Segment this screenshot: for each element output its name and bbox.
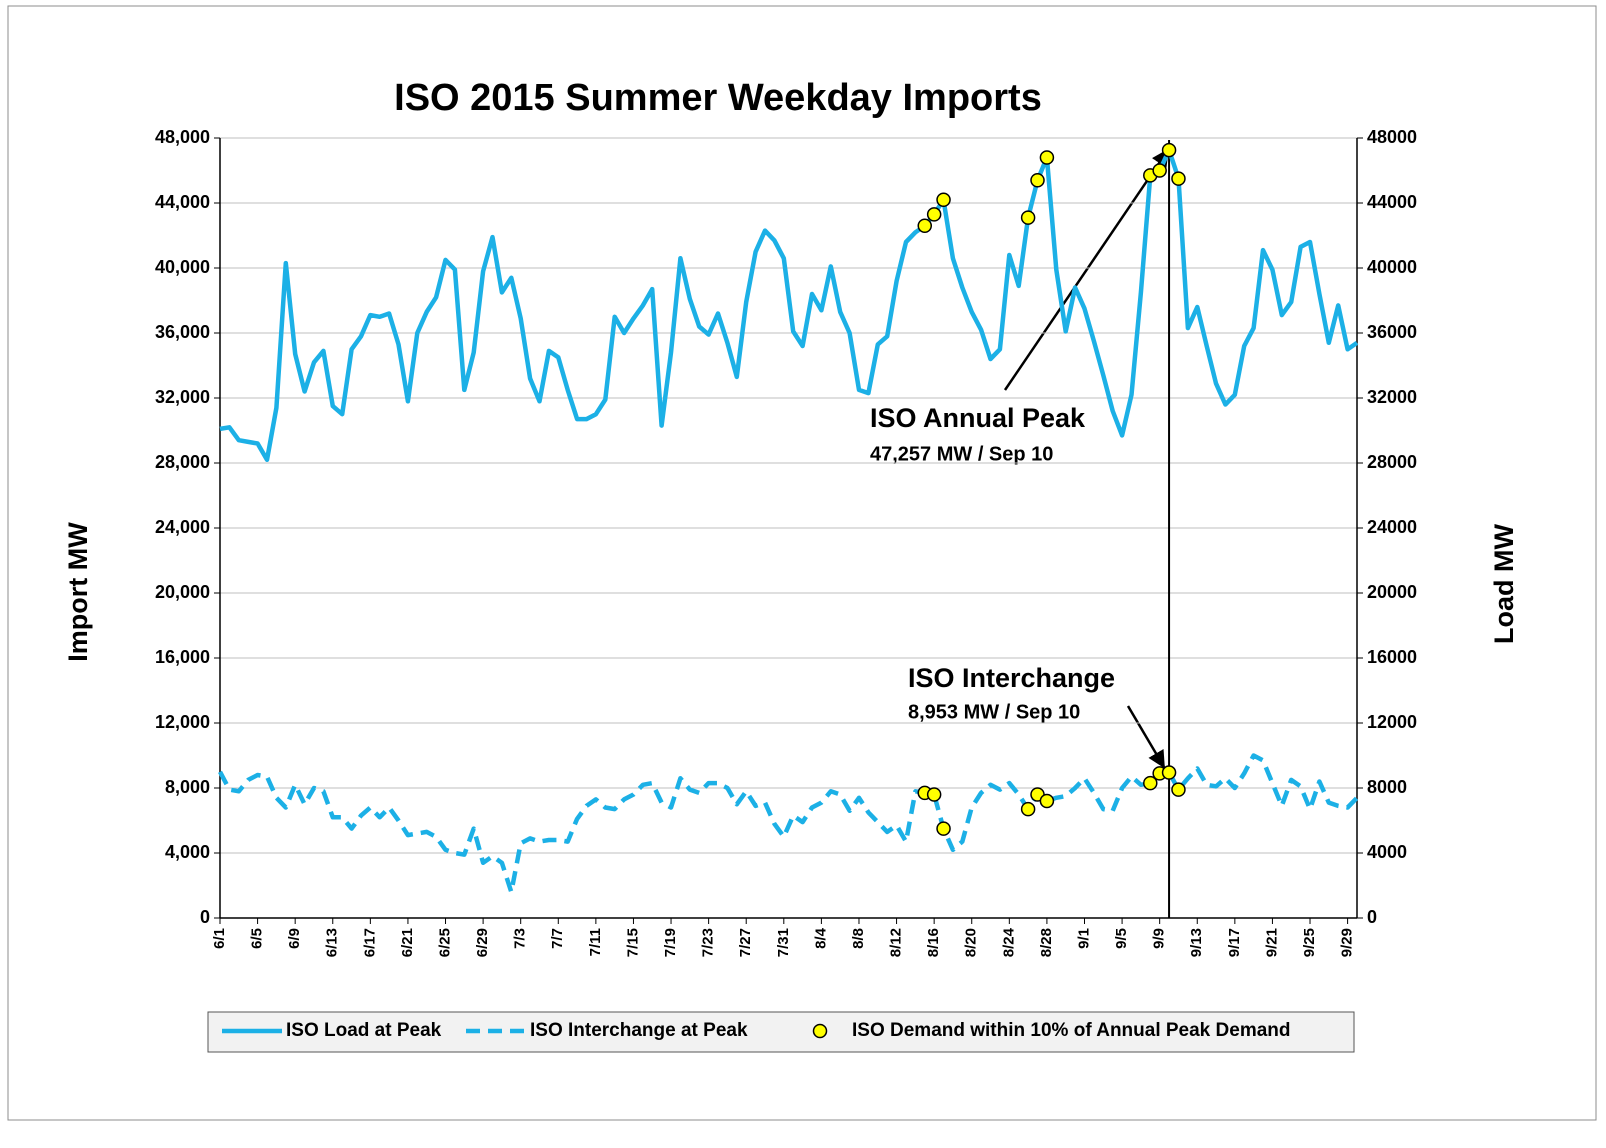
x-tick-label: 7/7 [549, 928, 566, 949]
x-tick-label: 8/12 [888, 928, 905, 957]
x-tick-label: 7/19 [662, 928, 679, 957]
marker [936, 821, 951, 836]
x-tick-label: 7/27 [737, 928, 754, 957]
marker [1020, 210, 1036, 225]
x-tick-label: 7/31 [775, 928, 792, 957]
legend-label: ISO Demand within 10% of Annual Peak Dem… [852, 1020, 1291, 1041]
legend-box [207, 1011, 1355, 1053]
y-tick-label: 36,000 [155, 322, 210, 342]
y2-tick-label: 40000 [1367, 257, 1417, 277]
series-line [218, 753, 1359, 895]
y-tick-label: 16,000 [155, 647, 210, 667]
marker [926, 207, 942, 222]
y-axis-title: Import MW [63, 522, 93, 662]
chart-title: ISO 2015 Summer Weekday Imports [394, 77, 1042, 119]
marker [1039, 793, 1055, 809]
x-tick-label: 9/29 [1339, 928, 1356, 957]
y-tick-label: 24,000 [155, 517, 210, 537]
x-tick-label: 6/5 [249, 928, 266, 949]
annotation: 8,953 MW / Sep 10 [908, 701, 1080, 723]
y-tick-label: 32,000 [155, 387, 210, 407]
y-tick-label: 28,000 [155, 452, 210, 472]
frame [7, 5, 1597, 1121]
annotation: 47,257 MW / Sep 10 [870, 443, 1053, 465]
y2-tick-label: 28000 [1367, 452, 1417, 472]
y2-tick-label: 16000 [1367, 647, 1417, 667]
x-tick-label: 6/21 [399, 928, 416, 957]
x-tick-label: 7/23 [700, 928, 717, 957]
x-tick-label: 9/13 [1188, 928, 1205, 957]
x-tick-label: 6/1 [211, 928, 228, 949]
y2-tick-label: 36000 [1367, 322, 1417, 342]
x-tick-label: 8/16 [925, 928, 942, 957]
y2-axis-title: Load MW [1489, 524, 1519, 644]
y2-tick-label: 48000 [1367, 127, 1417, 147]
x-tick-label: 6/17 [361, 928, 378, 957]
x-tick-label: 6/9 [286, 928, 303, 949]
x-tick-label: 9/17 [1226, 928, 1243, 957]
y-tick-label: 40,000 [155, 257, 210, 277]
x-tick-label: 8/24 [1000, 927, 1017, 957]
x-tick-label: 8/28 [1038, 928, 1055, 957]
x-tick-label: 8/8 [850, 928, 867, 949]
marker [1171, 782, 1186, 797]
marker [1161, 142, 1177, 158]
x-tick-label: 9/9 [1151, 928, 1168, 949]
y-tick-label: 12,000 [155, 712, 210, 732]
x-tick-label: 6/29 [474, 928, 491, 957]
y-tick-label: 48,000 [155, 127, 210, 147]
legend-label: ISO Load at Peak [286, 1020, 442, 1041]
legend-label: ISO Interchange at Peak [530, 1020, 748, 1041]
x-tick-label: 9/5 [1113, 928, 1130, 949]
y2-tick-label: 0 [1367, 907, 1377, 927]
x-tick-label: 8/20 [963, 928, 980, 957]
marker [1161, 765, 1177, 780]
y-tick-label: 4,000 [165, 842, 210, 862]
x-tick-label: 9/1 [1075, 928, 1092, 949]
marker [1171, 171, 1186, 186]
y2-tick-label: 32000 [1367, 387, 1417, 407]
marker [1143, 775, 1158, 791]
annotation-arrow [1126, 705, 1166, 769]
y-tick-label: 20,000 [155, 582, 210, 602]
x-tick-label: 6/13 [324, 928, 341, 957]
x-tick-label: 6/25 [436, 928, 453, 957]
annotation-arrow [1003, 148, 1170, 391]
marker [1152, 163, 1167, 178]
annotation: ISO Annual Peak [870, 403, 1086, 433]
annotation: ISO Interchange [908, 663, 1115, 693]
y2-tick-label: 8000 [1367, 777, 1407, 797]
marker [936, 192, 951, 207]
y2-tick-label: 20000 [1367, 582, 1417, 602]
y-tick-label: 44,000 [155, 192, 210, 212]
x-tick-label: 7/3 [512, 928, 529, 949]
y2-tick-label: 4000 [1367, 842, 1407, 862]
y2-tick-label: 12000 [1367, 712, 1417, 732]
y-tick-label: 0 [200, 907, 210, 927]
x-tick-label: 8/4 [812, 927, 829, 949]
x-tick-label: 9/25 [1301, 928, 1318, 957]
marker [1030, 173, 1045, 188]
x-tick-label: 7/11 [587, 928, 604, 956]
y2-tick-label: 44000 [1367, 192, 1417, 212]
x-tick-label: 7/15 [624, 928, 641, 957]
marker [1020, 801, 1036, 817]
legend-marker [812, 1023, 828, 1039]
marker [917, 218, 933, 233]
y-tick-label: 8,000 [165, 777, 210, 797]
y2-tick-label: 24000 [1367, 517, 1417, 537]
marker [1039, 150, 1055, 165]
marker [926, 787, 942, 802]
x-tick-label: 9/21 [1263, 928, 1280, 957]
